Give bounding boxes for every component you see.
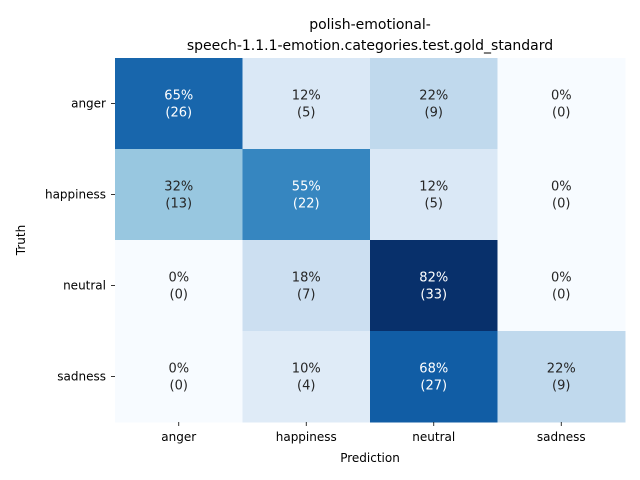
y-tick-label: neutral [63,279,106,293]
cell-count-label: (0) [552,197,570,212]
cell-count-label: (13) [165,197,192,212]
heatmap-cell [115,58,243,150]
heatmap-cell [115,149,243,241]
heatmap-cell [242,58,371,150]
cell-percent-label: 0% [551,180,572,195]
heatmap-cell [370,331,498,423]
cell-count-label: (9) [552,379,570,394]
x-tick-label: happiness [276,430,337,444]
heatmap-cell [242,149,371,241]
heatmap-cell [370,149,498,241]
heatmap-cell [497,149,626,241]
cell-count-label: (0) [170,288,188,303]
cell-count-label: (9) [425,106,443,121]
cell-percent-label: 10% [292,362,321,377]
heatmap-cell [497,331,626,423]
chart-title-line-2: speech-1.1.1-emotion.categories.test.gol… [187,38,553,54]
y-axis-label: Truth [14,225,28,256]
cell-percent-label: 55% [292,180,321,195]
y-axis: anger happiness neutral sadness [45,97,115,384]
cell-percent-label: 0% [551,89,572,104]
cell-count-label: (5) [297,106,315,121]
cell-count-label: (0) [552,288,570,303]
x-tick-label: neutral [412,430,455,444]
heatmap-cell [242,240,371,332]
chart-title-line-1: polish-emotional- [309,17,431,33]
x-axis: anger happiness neutral sadness [161,422,586,444]
cell-percent-label: 18% [292,271,321,286]
cell-count-label: (22) [293,197,320,212]
x-axis-label: Prediction [340,451,400,465]
heatmap-cell-labels: 65% (26) 12% (5) 22% (9) 0% (0) 32% (13) 55% (22) 12… [164,89,575,394]
cell-count-label: (0) [170,379,188,394]
cell-count-label: (5) [425,197,443,212]
cell-count-label: (4) [297,379,315,394]
cell-percent-label: 82% [419,271,448,286]
cell-percent-label: 12% [292,89,321,104]
heatmap-cell [497,240,626,332]
x-tick-label: sadness [537,430,586,444]
cell-percent-label: 22% [419,89,448,104]
cell-count-label: (7) [297,288,315,303]
y-tick-label: sadness [57,370,106,384]
heatmap-cell [370,240,498,332]
heatmap-cell [497,58,626,150]
cell-percent-label: 12% [419,180,448,195]
cell-percent-label: 32% [164,180,193,195]
cell-percent-label: 0% [551,271,572,286]
heatmap-cell [242,331,371,423]
cell-percent-label: 68% [419,362,448,377]
cell-count-label: (26) [165,106,192,121]
y-tick-label: happiness [45,188,106,202]
cell-percent-label: 0% [168,362,189,377]
cell-percent-label: 65% [164,89,193,104]
cell-count-label: (27) [420,379,447,394]
x-tick-label: anger [161,430,196,444]
heatmap-cells [115,58,626,423]
heatmap-cell [370,58,498,150]
y-tick-label: anger [71,97,106,111]
cell-count-label: (33) [420,288,447,303]
heatmap-cell [115,331,243,423]
cell-count-label: (0) [552,106,570,121]
cell-percent-label: 22% [547,362,576,377]
heatmap-cell [115,240,243,332]
cell-percent-label: 0% [168,271,189,286]
